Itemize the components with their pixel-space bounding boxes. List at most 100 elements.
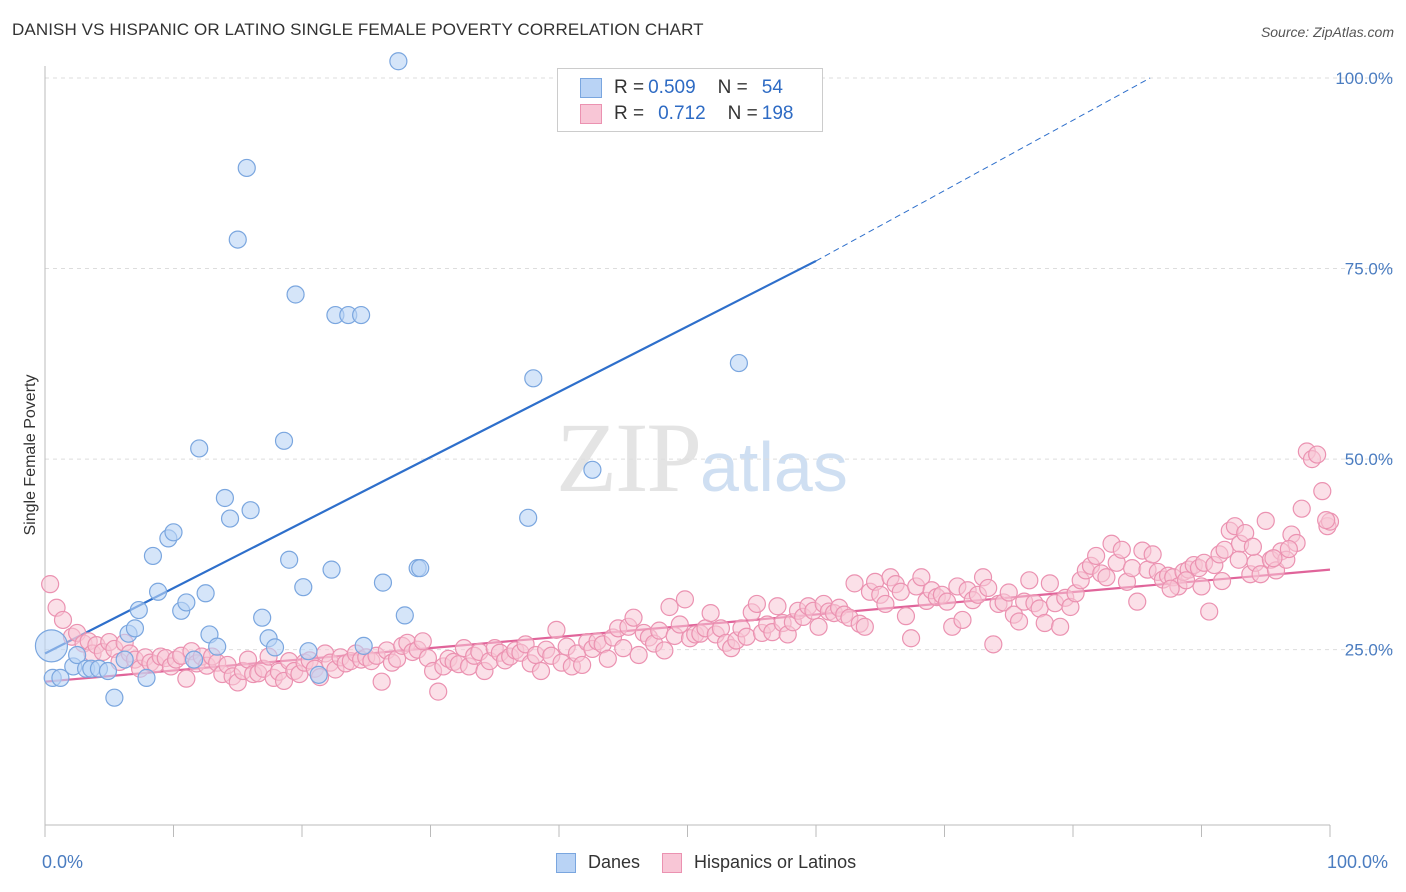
legend-row-danes: R = 0.509 N = 54 [580, 76, 783, 100]
hisp-point [1143, 545, 1162, 564]
danes-point [190, 439, 209, 458]
hisp-point [531, 661, 551, 681]
danes-point [519, 508, 538, 527]
correlation-legend: R = 0.509 N = 54 R = 0.712 N = 198 [557, 68, 823, 132]
hisp-point [845, 574, 864, 593]
hisp-point [1215, 540, 1234, 559]
danes-point [729, 353, 749, 373]
legend-row-hisp: R = 0.712 N = 198 [580, 102, 793, 126]
danes-point [51, 668, 70, 687]
danes-point [137, 668, 156, 687]
hisp-point [1243, 537, 1263, 556]
danes-point [237, 158, 256, 178]
hisp-point [747, 594, 766, 614]
legend-label-danes: Danes [588, 852, 641, 872]
danes-point [143, 546, 163, 566]
hisp-point [979, 578, 998, 598]
hispanic-points [41, 442, 1340, 701]
danes-point [294, 578, 313, 597]
hisp-point [1020, 571, 1039, 590]
x-tick-left: 0.0% [42, 852, 84, 872]
hisp-swatch [580, 104, 602, 124]
legend-r-label-hisp: R = [614, 103, 645, 124]
danes-point [389, 52, 408, 71]
watermark: ZIPatlas [556, 400, 848, 515]
legend-n-label-hisp: N = [727, 103, 758, 124]
hisp-point [1229, 550, 1248, 569]
danes-swatch [580, 78, 602, 98]
hisp-point [1200, 602, 1219, 621]
danes-point [286, 285, 305, 304]
hisp-point [1256, 511, 1275, 530]
hisp-point [1087, 546, 1106, 566]
danes-point [241, 501, 260, 520]
hisp-point [1161, 579, 1180, 598]
danes-point [164, 523, 183, 542]
danes-point [265, 638, 285, 657]
danes-trend-line [44, 259, 817, 655]
hisp-point [901, 629, 921, 648]
danes-point [395, 606, 414, 625]
hisp-point [660, 597, 679, 617]
hisp-point [855, 617, 874, 636]
x-tick-right: 100.0% [1327, 852, 1389, 872]
danes-point [129, 600, 148, 620]
hisp-point [984, 635, 1003, 654]
danes-point [68, 645, 87, 665]
danes-point [34, 629, 69, 663]
hisp-point [809, 617, 828, 636]
hisp-point [1097, 568, 1116, 587]
hisp-point [41, 575, 60, 594]
y-tick-label: 50.0% [1345, 450, 1393, 469]
danes-point [98, 661, 118, 681]
series-legend: Danes Hispanics or Latinos [556, 852, 878, 873]
danes-point [148, 582, 168, 601]
watermark-atlas: atlas [700, 428, 848, 506]
hisp-point [1292, 499, 1311, 518]
danes-point [309, 665, 328, 684]
y-tick-labels: 25.0% 50.0% 75.0% 100.0% [1335, 69, 1393, 660]
hisp-point [1128, 592, 1147, 611]
hisp-point [891, 582, 910, 601]
hisp-point [896, 607, 916, 626]
hisp-point [655, 641, 674, 660]
danes-point [177, 593, 196, 612]
legend-n-value-hisp: 198 [761, 103, 794, 124]
hisp-point [1212, 571, 1232, 591]
legend-r-label-danes: R = [614, 77, 645, 98]
legend-label-hisp: Hispanics or Latinos [694, 852, 857, 872]
legend-n-value-danes: 54 [761, 77, 783, 98]
y-tick-label: 25.0% [1345, 641, 1393, 660]
danes-points [34, 52, 749, 707]
danes-point [373, 573, 393, 592]
hisp-point [598, 649, 617, 668]
hisp-point [768, 597, 787, 616]
danes-point [253, 608, 272, 627]
hisp-point [1313, 482, 1332, 501]
hisp-point [1040, 574, 1059, 593]
hisp-point [177, 669, 196, 688]
chart-title: DANISH VS HISPANIC OR LATINO SINGLE FEMA… [12, 20, 704, 39]
hisp-point [1251, 565, 1270, 584]
hisp-point [1009, 612, 1029, 631]
hisp-legend-swatch [662, 852, 683, 873]
hisp-point [999, 583, 1018, 602]
hisp-point [629, 645, 648, 665]
hisp-point [1317, 511, 1336, 530]
legend-item-danes: Danes [556, 852, 640, 873]
danes-trend-extension [815, 77, 1151, 262]
legend-item-hisp: Hispanics or Latinos [662, 852, 856, 873]
danes-point [115, 650, 134, 669]
hisp-point [624, 608, 643, 627]
danes-point [411, 559, 430, 578]
hisp-point [1035, 613, 1054, 633]
danes-point [583, 460, 602, 479]
y-tick-label: 100.0% [1335, 69, 1393, 88]
legend-r-value-danes: 0.509 [648, 77, 696, 98]
hisp-point [1264, 549, 1283, 568]
hisp-point [1279, 539, 1298, 559]
hisp-point [937, 592, 957, 611]
danes-point [299, 642, 318, 661]
hisp-point [1192, 577, 1211, 596]
